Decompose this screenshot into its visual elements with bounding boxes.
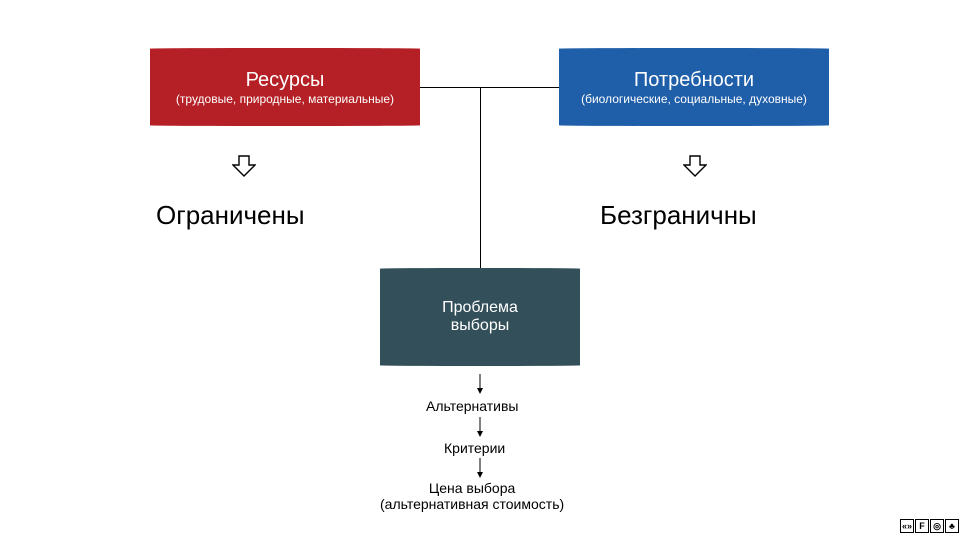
arrow-down-thin-icon xyxy=(476,374,484,394)
node-limited: Ограничены xyxy=(156,200,305,231)
footer-icon: ♣ xyxy=(945,519,959,533)
node-unlimited-title: Безграничны xyxy=(600,200,757,231)
node-problem-title: Проблема xyxy=(442,299,518,317)
footer-icon: ◎ xyxy=(930,519,944,533)
node-price: Цена выбора (альтернативная стоимость) xyxy=(380,480,564,512)
arrow-down-icon xyxy=(232,155,256,177)
node-criteria: Критерии xyxy=(444,440,505,456)
node-resources: Ресурсы (трудовые, природные, материальн… xyxy=(150,48,420,126)
node-resources-sub: (трудовые, природные, материальные) xyxy=(176,92,394,106)
footer-icon: «» xyxy=(900,519,914,533)
node-limited-title: Ограничены xyxy=(156,200,305,231)
connector-vertical xyxy=(480,87,481,268)
arrow-down-thin-icon xyxy=(476,417,484,437)
node-alternatives: Альтернативы xyxy=(426,398,518,414)
arrow-down-thin-icon xyxy=(476,458,484,478)
node-problem: Проблема выборы xyxy=(380,268,580,366)
node-unlimited: Безграничны xyxy=(600,200,757,231)
node-problem-sub: выборы xyxy=(451,317,509,335)
node-criteria-title: Критерии xyxy=(444,440,505,456)
arrow-down-icon xyxy=(683,155,707,177)
footer-icon: F xyxy=(915,519,929,533)
connector-horizontal xyxy=(420,87,559,88)
node-needs-title: Потребности xyxy=(634,69,754,92)
node-needs: Потребности (биологические, социальные, … xyxy=(559,48,829,126)
footer-iconstrip: «» F ◎ ♣ xyxy=(900,519,959,533)
node-needs-sub: (биологические, социальные, духовные) xyxy=(581,92,807,106)
node-price-sub: (альтернативная стоимость) xyxy=(380,496,564,512)
node-resources-title: Ресурсы xyxy=(246,69,325,92)
node-price-title: Цена выбора xyxy=(380,480,564,496)
node-alternatives-title: Альтернативы xyxy=(426,398,518,414)
